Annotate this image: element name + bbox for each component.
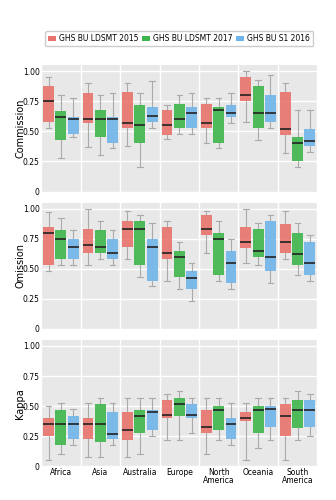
PathPatch shape bbox=[225, 250, 237, 283]
PathPatch shape bbox=[55, 230, 66, 259]
PathPatch shape bbox=[292, 232, 303, 265]
PathPatch shape bbox=[241, 77, 251, 102]
PathPatch shape bbox=[107, 412, 118, 438]
PathPatch shape bbox=[225, 105, 237, 117]
PathPatch shape bbox=[122, 220, 133, 247]
PathPatch shape bbox=[43, 226, 54, 265]
PathPatch shape bbox=[55, 410, 66, 444]
PathPatch shape bbox=[95, 404, 106, 442]
PathPatch shape bbox=[304, 242, 316, 275]
PathPatch shape bbox=[147, 108, 158, 122]
PathPatch shape bbox=[253, 406, 264, 432]
PathPatch shape bbox=[68, 117, 79, 134]
PathPatch shape bbox=[68, 238, 79, 259]
PathPatch shape bbox=[186, 108, 197, 128]
PathPatch shape bbox=[265, 406, 276, 426]
PathPatch shape bbox=[107, 238, 118, 259]
Y-axis label: Omission: Omission bbox=[15, 243, 25, 288]
PathPatch shape bbox=[201, 104, 212, 128]
PathPatch shape bbox=[107, 117, 118, 143]
PathPatch shape bbox=[201, 214, 212, 235]
PathPatch shape bbox=[304, 400, 316, 426]
PathPatch shape bbox=[162, 400, 172, 418]
PathPatch shape bbox=[213, 232, 224, 275]
PathPatch shape bbox=[68, 416, 79, 438]
PathPatch shape bbox=[174, 398, 185, 416]
PathPatch shape bbox=[304, 129, 316, 146]
PathPatch shape bbox=[241, 226, 251, 248]
PathPatch shape bbox=[83, 418, 93, 438]
PathPatch shape bbox=[292, 138, 303, 162]
PathPatch shape bbox=[186, 271, 197, 289]
PathPatch shape bbox=[83, 229, 93, 253]
PathPatch shape bbox=[43, 86, 54, 122]
PathPatch shape bbox=[213, 406, 224, 430]
PathPatch shape bbox=[134, 410, 145, 432]
PathPatch shape bbox=[253, 229, 264, 256]
PathPatch shape bbox=[162, 110, 172, 135]
PathPatch shape bbox=[253, 86, 264, 128]
PathPatch shape bbox=[122, 92, 133, 128]
PathPatch shape bbox=[280, 92, 291, 135]
Y-axis label: Kappa: Kappa bbox=[15, 388, 25, 418]
PathPatch shape bbox=[174, 250, 185, 277]
PathPatch shape bbox=[162, 226, 172, 259]
PathPatch shape bbox=[280, 224, 291, 253]
PathPatch shape bbox=[147, 238, 158, 281]
PathPatch shape bbox=[83, 93, 93, 123]
PathPatch shape bbox=[43, 418, 54, 436]
PathPatch shape bbox=[280, 404, 291, 436]
PathPatch shape bbox=[186, 404, 197, 418]
PathPatch shape bbox=[122, 412, 133, 440]
PathPatch shape bbox=[134, 220, 145, 265]
PathPatch shape bbox=[265, 95, 276, 122]
Legend: GHS BU LDSMT 2015, GHS BU LDSMT 2017, GHS BU S1 2016: GHS BU LDSMT 2015, GHS BU LDSMT 2017, GH… bbox=[45, 31, 313, 46]
PathPatch shape bbox=[95, 230, 106, 253]
PathPatch shape bbox=[241, 412, 251, 420]
PathPatch shape bbox=[265, 220, 276, 271]
PathPatch shape bbox=[201, 410, 212, 432]
PathPatch shape bbox=[174, 104, 185, 128]
PathPatch shape bbox=[213, 108, 224, 144]
PathPatch shape bbox=[147, 410, 158, 430]
PathPatch shape bbox=[225, 418, 237, 438]
PathPatch shape bbox=[292, 400, 303, 428]
PathPatch shape bbox=[134, 105, 145, 144]
PathPatch shape bbox=[55, 111, 66, 140]
PathPatch shape bbox=[95, 110, 106, 138]
Y-axis label: Commission: Commission bbox=[15, 98, 25, 158]
